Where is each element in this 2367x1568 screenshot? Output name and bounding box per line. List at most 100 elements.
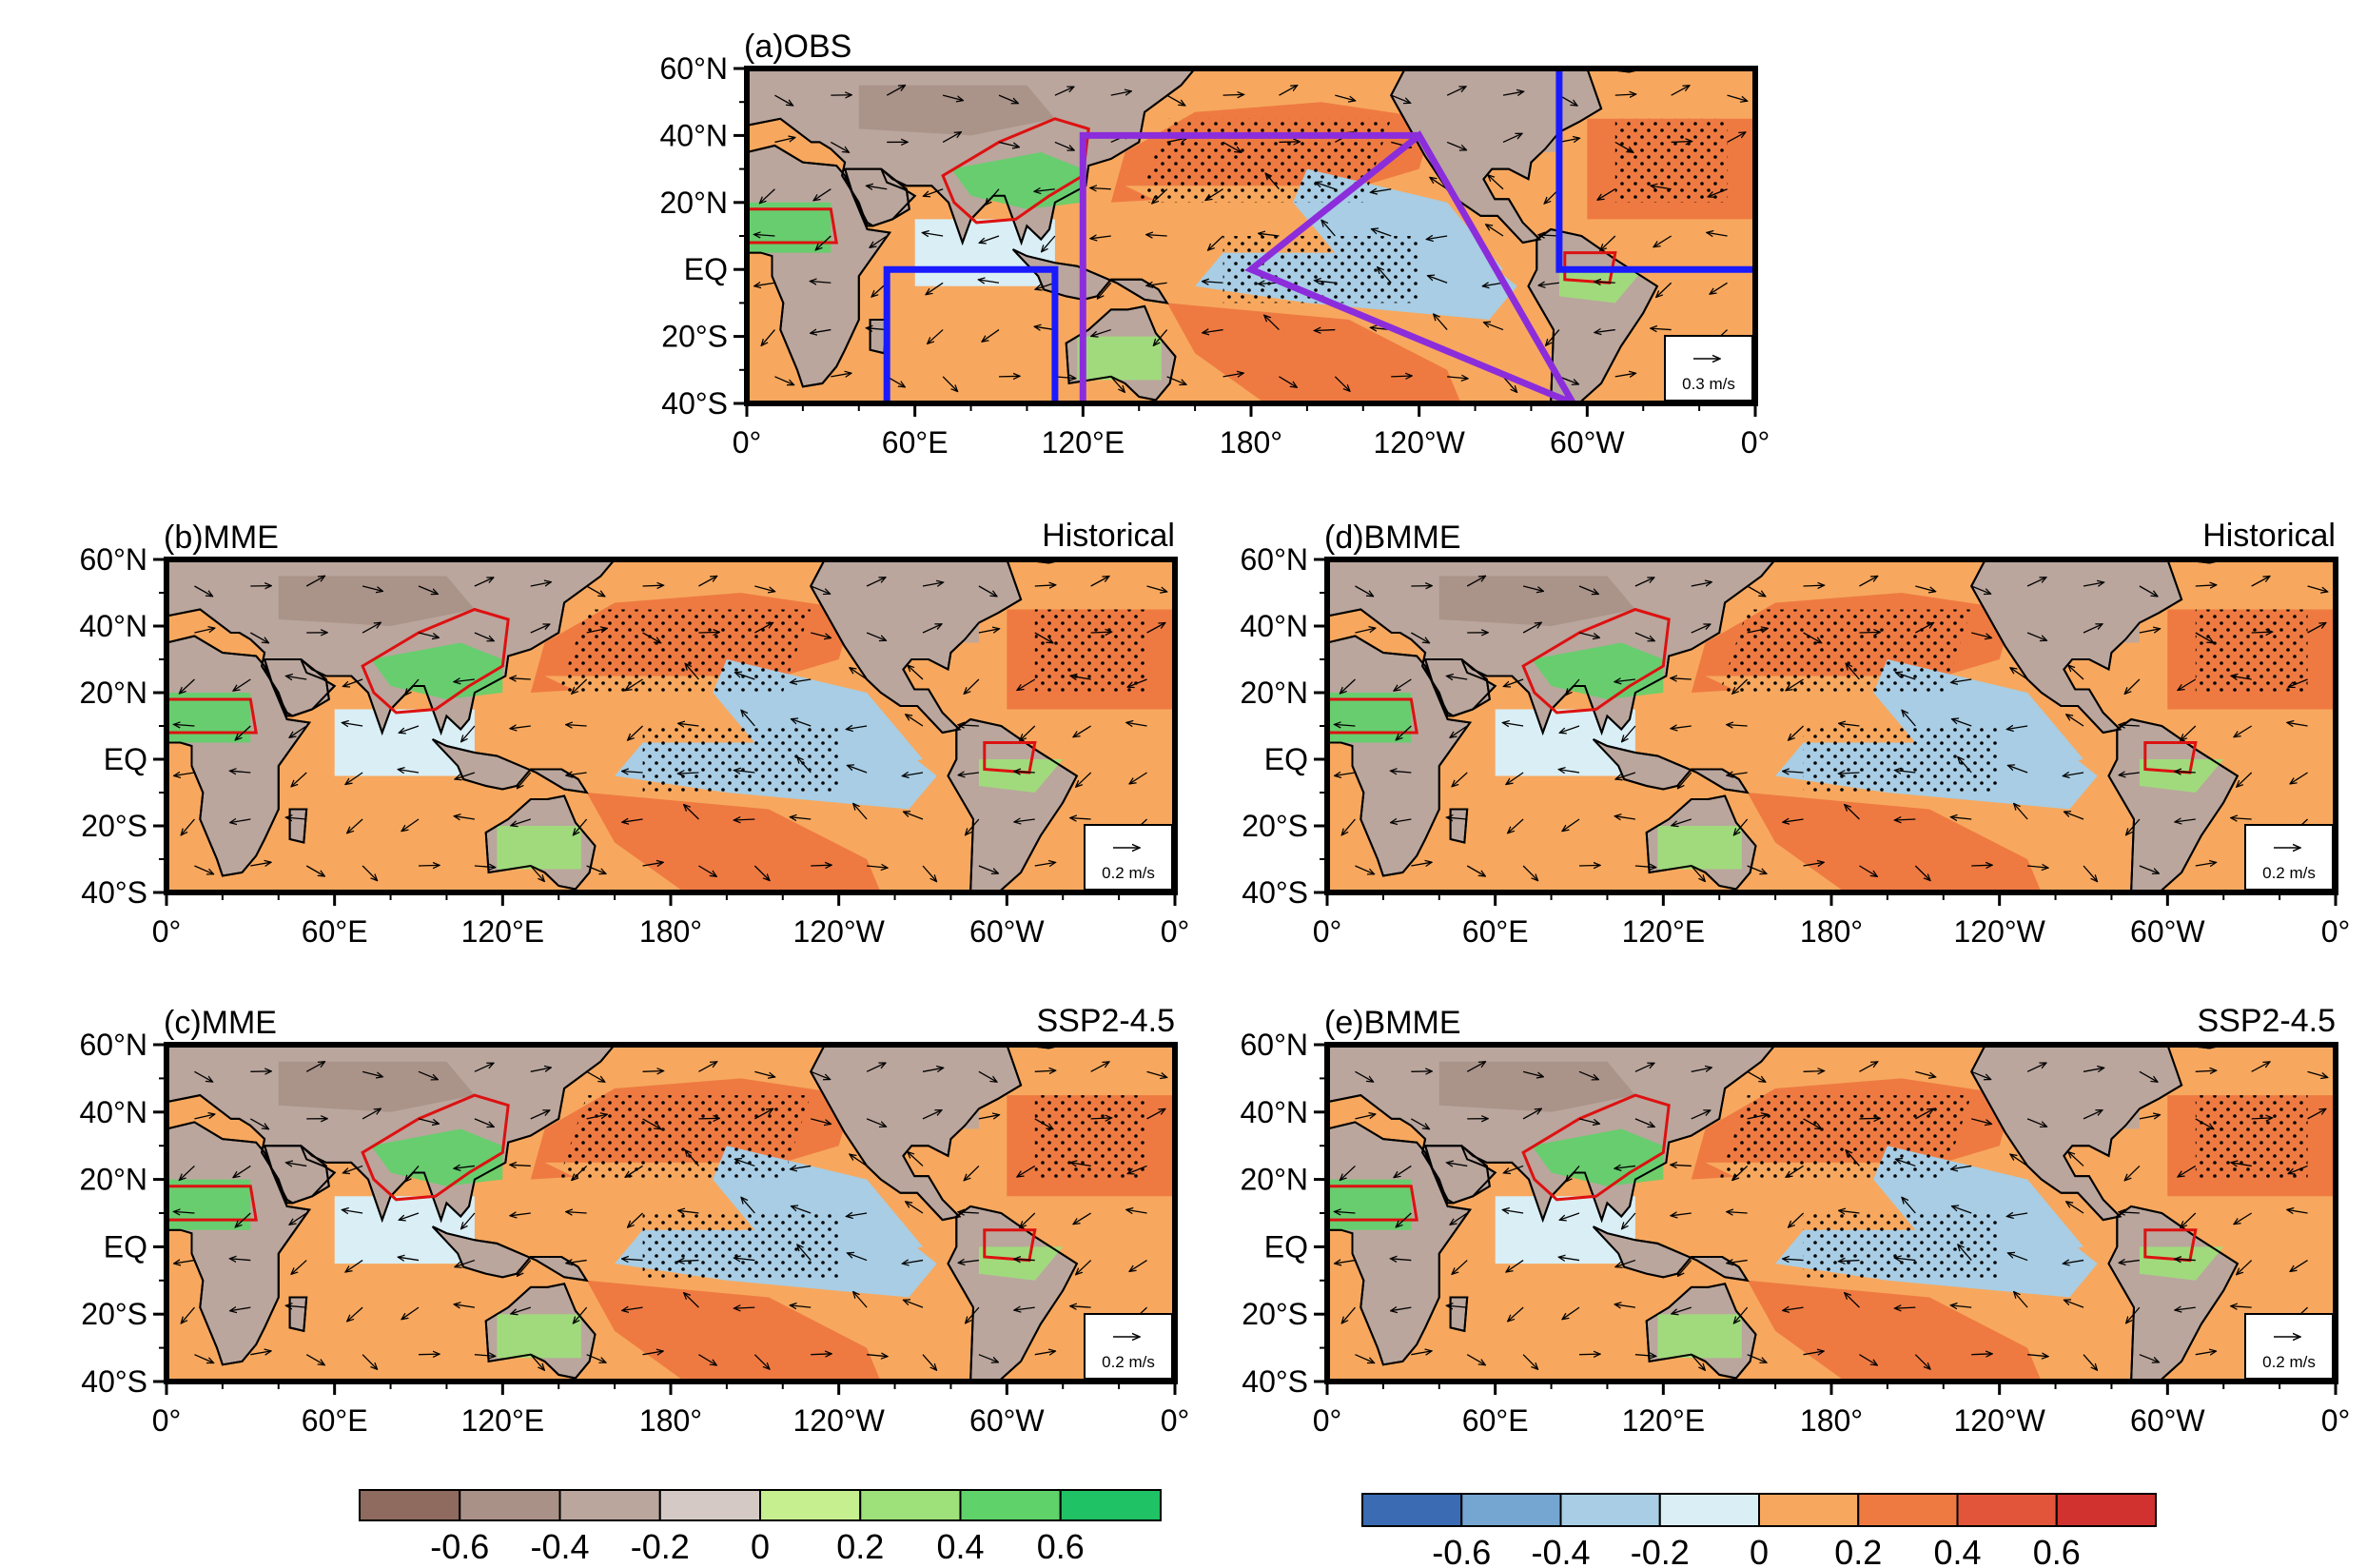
wind-vector xyxy=(1803,585,1825,586)
wind-vector xyxy=(2307,585,2328,592)
wind-vector xyxy=(978,629,1000,633)
wind-vector xyxy=(1671,678,1692,679)
lon-tick-label: 60°E xyxy=(1462,914,1529,949)
wind-vector xyxy=(1566,678,1580,696)
wind-vector xyxy=(1334,376,1350,391)
land-anomaly-region xyxy=(497,826,581,870)
wind-vector xyxy=(1578,1070,1598,1079)
wind-vector xyxy=(510,1213,531,1216)
wind-vector xyxy=(510,726,531,729)
wind-vector xyxy=(230,1307,251,1311)
colorbar-swatch xyxy=(1361,1493,1463,1527)
wind-vector xyxy=(678,1261,699,1262)
wind-vector xyxy=(2178,1165,2197,1177)
lon-tick-label: 60°E xyxy=(302,1403,368,1438)
wind-vector xyxy=(628,1212,644,1227)
wind-vector xyxy=(1073,1212,1092,1225)
wind-vector xyxy=(1951,679,1972,682)
land-anomaly-region xyxy=(1657,826,1742,870)
wind-vector xyxy=(2008,765,2028,774)
wind-vector xyxy=(622,1259,643,1261)
wind-vector xyxy=(810,1070,830,1079)
stippling-region xyxy=(558,1095,812,1180)
wind-vector xyxy=(774,94,792,106)
colorbar-label: -0.6 xyxy=(1432,1533,1491,1568)
map-area-e xyxy=(1327,1045,2336,1382)
lat-tick-label: EQ xyxy=(104,1229,147,1264)
wind-vector xyxy=(1671,1213,1692,1216)
wind-vector xyxy=(622,1307,643,1310)
wind-vector xyxy=(1895,771,1916,774)
wind-vector xyxy=(1803,1071,1825,1072)
wind-vector xyxy=(1562,818,1580,832)
land-anomaly-region xyxy=(1657,1314,1742,1359)
wind-vector xyxy=(1110,91,1132,96)
wind-vector xyxy=(754,1108,773,1120)
wind-vector xyxy=(572,678,588,694)
wind-vector xyxy=(405,678,420,696)
colorbar-label: 0.4 xyxy=(936,1527,984,1566)
wind-vector xyxy=(866,328,888,330)
lon-tick-label: 0° xyxy=(152,1403,182,1438)
wind-vector xyxy=(235,725,251,740)
wind-vector xyxy=(2119,773,2140,775)
wind-vector xyxy=(1614,679,1635,682)
wind-vector xyxy=(735,1159,755,1167)
wind-vector xyxy=(1340,1165,1356,1180)
wind-vector xyxy=(1651,328,1672,329)
wind-vector xyxy=(418,1354,440,1355)
wind-vector xyxy=(461,1212,476,1229)
wind-vector xyxy=(233,678,251,691)
wind-vector xyxy=(1896,673,1916,680)
wind-vector xyxy=(362,1354,377,1370)
wind-vector xyxy=(922,1110,942,1120)
lon-tick-label: 120°E xyxy=(1622,1403,1706,1438)
wind-vector xyxy=(1671,86,1690,96)
wind-vector xyxy=(2237,1260,2253,1275)
wind-vector xyxy=(2014,1292,2028,1308)
coastline-africa xyxy=(1327,1121,1472,1366)
south-indian-ocean-box xyxy=(883,265,1059,403)
wind-vector xyxy=(1428,276,1448,284)
wind-vector xyxy=(1315,281,1336,283)
wind-vector xyxy=(194,1354,213,1363)
wind-vector xyxy=(1450,725,1468,737)
wind-vector xyxy=(1426,236,1448,240)
wind-vector xyxy=(179,1165,195,1180)
stippling-region xyxy=(1719,1095,1972,1180)
lat-tick-label: EQ xyxy=(104,742,147,776)
wind-vector xyxy=(1859,632,1880,633)
wind-vector xyxy=(566,773,587,775)
wind-vector xyxy=(250,1351,271,1355)
land-anomaly-region xyxy=(867,1078,979,1129)
wind-vector xyxy=(1411,862,1432,866)
wind-vector xyxy=(2234,725,2253,737)
wind-vector xyxy=(1259,233,1280,236)
wind-vector xyxy=(1503,1165,1524,1172)
colorbar-swatch xyxy=(1758,1493,1860,1527)
wind-vectors xyxy=(174,576,1167,881)
panel-title: (c)MME xyxy=(164,1005,277,1041)
wind-vector xyxy=(2237,772,2253,787)
wind-vector xyxy=(1129,1260,1147,1272)
wind-vector xyxy=(2231,818,2252,819)
wind-vector xyxy=(1508,818,1524,833)
wind-vector xyxy=(1372,229,1392,237)
wind-vector xyxy=(2195,585,2217,586)
colorbar-swatch xyxy=(459,1489,561,1521)
colorbar-label: 0.4 xyxy=(1933,1533,1981,1568)
wind-vector xyxy=(698,632,719,633)
wind-vector xyxy=(1915,622,1933,634)
wind-vector xyxy=(1970,585,1990,594)
wind-vector xyxy=(625,1165,643,1177)
wind-vector xyxy=(966,818,980,835)
wind-vector xyxy=(1839,1261,1860,1262)
wind-vector xyxy=(1845,805,1860,820)
wind-vector xyxy=(1634,578,1654,587)
wind-vector xyxy=(1279,376,1297,387)
wind-vector xyxy=(347,818,363,833)
wind-vector xyxy=(2139,1070,2158,1082)
wind-vector xyxy=(1126,1209,1147,1213)
wind-vector xyxy=(342,1210,363,1214)
